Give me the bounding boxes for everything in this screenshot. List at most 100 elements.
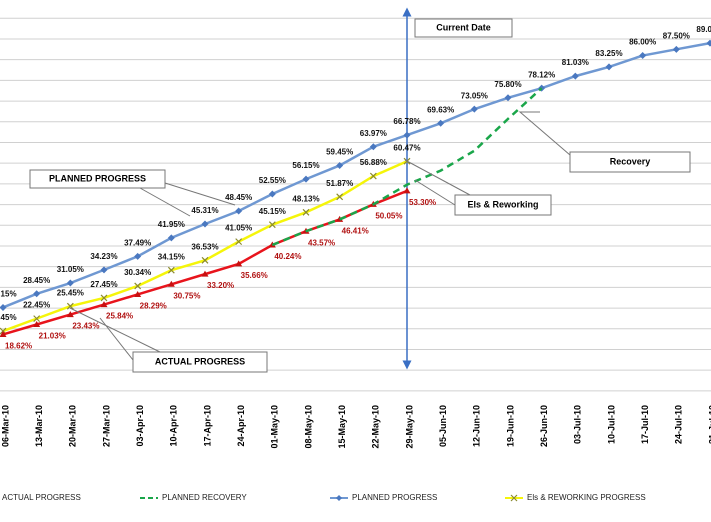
data-label: 86.00% xyxy=(629,38,656,47)
marker xyxy=(470,105,478,113)
data-label: 48.13% xyxy=(292,194,319,203)
data-label: 83.25% xyxy=(595,49,622,58)
data-label: 56.88% xyxy=(360,158,387,167)
marker xyxy=(66,279,74,287)
x-tick-label: 12-Jun-10 xyxy=(472,405,482,447)
marker xyxy=(0,303,7,311)
legend-label: PLANNED PROGRESS xyxy=(352,493,437,502)
data-label: 22.45% xyxy=(23,301,50,310)
x-tick-label: 20-Mar-10 xyxy=(68,405,78,447)
marker xyxy=(235,207,243,215)
x-tick-label: 22-May-10 xyxy=(371,405,381,449)
marker xyxy=(167,234,175,242)
marker xyxy=(235,260,243,267)
marker xyxy=(66,311,74,318)
legend-marker xyxy=(336,495,342,501)
data-label: 28.45% xyxy=(23,276,50,285)
x-tick-label: 27-Mar-10 xyxy=(101,405,111,447)
x-tick-label: 17-Jul-10 xyxy=(640,405,650,444)
data-label: 45.15% xyxy=(259,207,286,216)
leader-line xyxy=(99,317,134,361)
marker xyxy=(134,290,142,297)
marker xyxy=(605,63,613,71)
x-tick-label: 13-Mar-10 xyxy=(34,405,44,447)
x-tick-label: 15-May-10 xyxy=(337,405,347,449)
data-label: 31.05% xyxy=(57,265,84,274)
data-label: 25.84% xyxy=(106,312,133,321)
data-label: 36.53% xyxy=(191,242,218,251)
data-label: 30.75% xyxy=(173,291,200,300)
marker xyxy=(134,252,142,260)
data-label: 35.66% xyxy=(241,271,268,280)
marker xyxy=(201,256,209,264)
annotation-box xyxy=(569,151,691,173)
x-tick-label: 10-Apr-10 xyxy=(169,405,179,447)
data-label: 21.03% xyxy=(39,332,66,341)
marker xyxy=(33,320,41,327)
data-label: 37.49% xyxy=(124,238,151,247)
leader-line xyxy=(414,179,456,206)
marker xyxy=(336,161,344,169)
marker xyxy=(403,187,411,194)
x-tick-label: 05-Jun-10 xyxy=(438,405,448,447)
data-label: 23.43% xyxy=(72,322,99,331)
data-label: 45.31% xyxy=(191,206,218,215)
annotation: Els & Reworking xyxy=(467,199,538,209)
marker xyxy=(100,294,108,302)
legend-label: PLANNED RECOVERY xyxy=(162,493,247,502)
x-tick-label: 29-May-10 xyxy=(404,405,414,449)
data-label: 87.50% xyxy=(663,31,690,40)
data-label: 60.47% xyxy=(393,143,420,152)
marker xyxy=(403,131,411,139)
marker xyxy=(268,190,276,198)
x-tick-label: 24-Jul-10 xyxy=(674,405,684,444)
data-label: 40.24% xyxy=(274,252,301,261)
marker xyxy=(672,45,680,53)
marker xyxy=(336,193,344,201)
annotation: ACTUAL PROGRESS xyxy=(155,356,245,366)
x-tick-label: 01-May-10 xyxy=(270,405,280,449)
marker xyxy=(100,301,108,308)
legend-label: ACTUAL PROGRESS xyxy=(2,493,81,502)
marker xyxy=(369,143,377,151)
marker xyxy=(302,208,310,216)
annotation: PLANNED PROGRESS xyxy=(49,173,146,183)
x-tick-label: 03-Jul-10 xyxy=(573,405,583,444)
data-label: 25.45% xyxy=(57,288,84,297)
marker xyxy=(0,330,7,337)
legend-marker xyxy=(510,494,518,502)
data-label: 34.23% xyxy=(90,252,117,261)
x-tick-label: 19-Jun-10 xyxy=(505,405,515,447)
data-label: 30.34% xyxy=(124,268,151,277)
data-label: 81.03% xyxy=(562,58,589,67)
marker xyxy=(571,72,579,80)
data-label: 18.62% xyxy=(5,342,32,351)
x-tick-label: 26-Jun-10 xyxy=(539,405,549,447)
leader-line xyxy=(518,111,571,156)
x-tick-label: 24-Apr-10 xyxy=(236,405,246,447)
marker xyxy=(504,94,512,102)
marker xyxy=(235,238,243,246)
data-label: 33.20% xyxy=(207,281,234,290)
data-label: 73.05% xyxy=(461,91,488,100)
data-label: 59.45% xyxy=(326,148,353,157)
marker xyxy=(167,280,175,287)
data-label: 25.15% xyxy=(0,290,17,299)
marker xyxy=(302,175,310,183)
marker xyxy=(639,52,647,60)
series-line xyxy=(2,41,711,309)
data-label: 43.57% xyxy=(308,238,335,247)
data-label: 51.87% xyxy=(326,179,353,188)
data-label: 27.45% xyxy=(90,280,117,289)
x-tick-label: 31-Jul-10 xyxy=(707,405,711,444)
data-label: 56.15% xyxy=(292,161,319,170)
annotation: Recovery xyxy=(610,156,651,166)
marker xyxy=(268,221,276,229)
data-label: 28.29% xyxy=(140,302,167,311)
leader-line xyxy=(69,307,161,353)
marker xyxy=(706,39,711,47)
x-tick-label: 17-Apr-10 xyxy=(202,405,212,447)
data-label: 41.95% xyxy=(158,220,185,229)
annotation-box xyxy=(454,194,552,216)
